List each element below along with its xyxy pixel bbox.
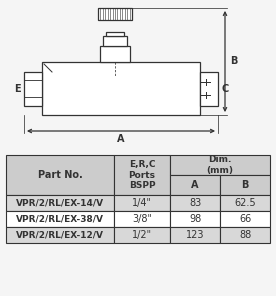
- Text: 88: 88: [239, 230, 251, 240]
- Text: VPR/2/RL/EX-12/V: VPR/2/RL/EX-12/V: [16, 231, 104, 239]
- Bar: [114, 227, 170, 243]
- Bar: [220, 175, 270, 195]
- Text: A: A: [191, 180, 199, 190]
- Bar: [24, 72, 42, 105]
- Bar: [114, 155, 170, 195]
- Text: 62.5: 62.5: [234, 198, 256, 208]
- Text: Dim.
(mm): Dim. (mm): [206, 155, 233, 175]
- Text: 1/2": 1/2": [132, 230, 152, 240]
- Bar: [6, 155, 114, 195]
- Text: C: C: [221, 83, 228, 94]
- Bar: [6, 227, 114, 243]
- Text: VPR/2/RL/EX-38/V: VPR/2/RL/EX-38/V: [16, 215, 104, 223]
- Bar: [170, 155, 270, 175]
- Text: A: A: [117, 134, 125, 144]
- Bar: [6, 211, 114, 227]
- Bar: [220, 227, 270, 243]
- Bar: [106, 32, 124, 36]
- Text: 83: 83: [189, 198, 201, 208]
- Bar: [170, 195, 220, 211]
- Bar: [220, 195, 270, 211]
- Bar: [98, 8, 132, 20]
- Bar: [114, 195, 170, 211]
- Bar: [42, 62, 200, 115]
- Text: 98: 98: [189, 214, 201, 224]
- Text: B: B: [241, 180, 249, 190]
- Text: VPR/2/RL/EX-14/V: VPR/2/RL/EX-14/V: [16, 199, 104, 207]
- Bar: [200, 72, 218, 105]
- Bar: [114, 211, 170, 227]
- Bar: [100, 46, 130, 62]
- Bar: [170, 227, 220, 243]
- Text: B: B: [230, 57, 237, 67]
- Text: E: E: [14, 83, 21, 94]
- Text: Part No.: Part No.: [38, 170, 82, 180]
- Bar: [103, 36, 127, 46]
- Text: 1/4": 1/4": [132, 198, 152, 208]
- Text: 123: 123: [186, 230, 204, 240]
- Text: 66: 66: [239, 214, 251, 224]
- Bar: [6, 195, 114, 211]
- Bar: [170, 211, 220, 227]
- Bar: [220, 211, 270, 227]
- Text: 3/8": 3/8": [132, 214, 152, 224]
- Bar: [170, 175, 220, 195]
- Text: E,R,C
Ports
BSPP: E,R,C Ports BSPP: [129, 160, 155, 190]
